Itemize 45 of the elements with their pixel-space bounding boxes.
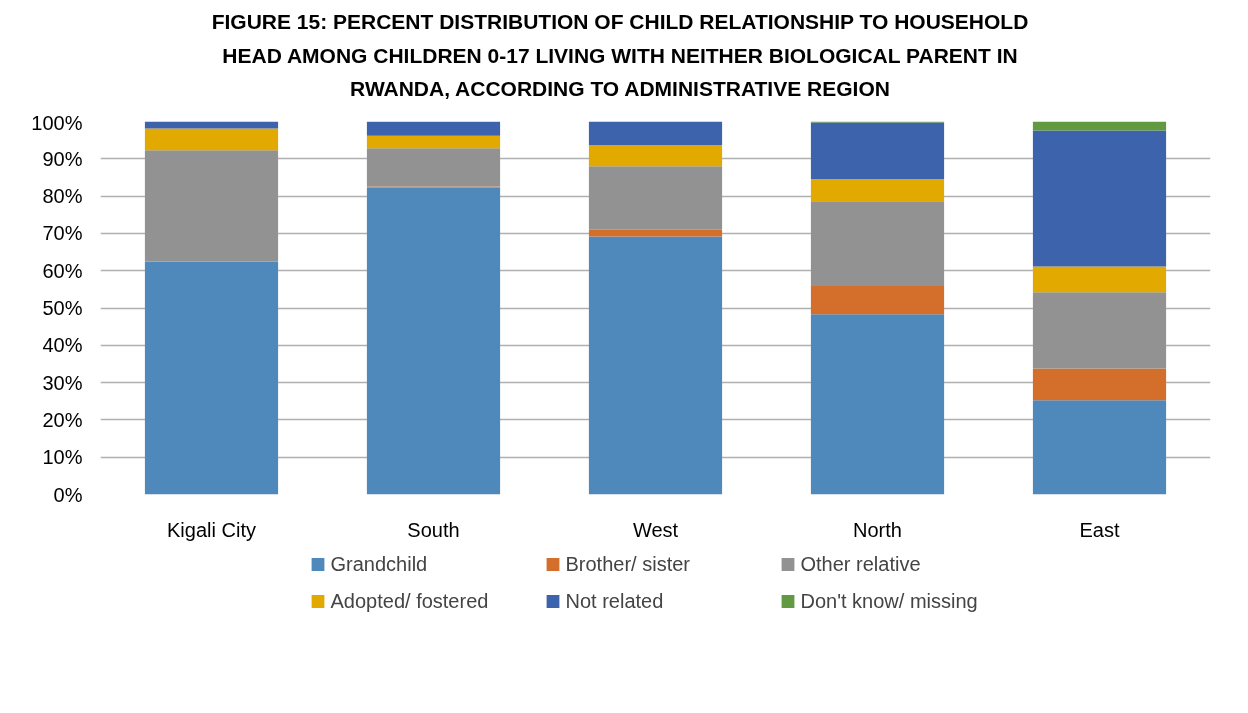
bar [810,201,945,286]
bar [144,128,279,150]
bar [588,121,723,146]
legend-label: Don't know/ missing [800,589,979,613]
bar [366,121,501,136]
bar [144,121,279,129]
legend-label: Adopted/ fostered [330,589,490,613]
bar [810,314,945,495]
bar [810,285,945,315]
y-tick-label: 70% [42,222,83,245]
y-tick-label: 90% [42,147,83,170]
y-tick-label: 10% [42,445,83,468]
y-tick-label: 40% [42,334,83,357]
y-tick-label: 60% [42,259,83,282]
y-tick-label: 50% [42,296,83,319]
bar [1032,130,1167,267]
bar [810,179,945,202]
bar [366,148,501,187]
x-tick-label: East [1079,518,1120,541]
y-tick-label: 80% [42,184,83,207]
bar [1032,292,1167,369]
chart-title: FIGURE 15: PERCENT DISTRIBUTION OF CHILD RELATIONSHIP TO HOUSEHOLD HEAD AMONG CHILDREN 0-17 LIVING WITH NEITHER BIOLOGICAL PARENT IN RWANDA, ACCORDING TO ADMINISTRATIVE REGION [211,9,1029,103]
bar [1032,368,1167,400]
x-tick-label: Kigali City [167,518,256,541]
bar [144,150,279,262]
x-tick-label: North [853,518,902,541]
bar [588,166,723,230]
y-tick-label: 20% [42,408,83,431]
bar [810,122,945,180]
bar [366,135,501,149]
bar [588,145,723,167]
y-tick-label: 100% [31,111,83,134]
bar [1032,266,1167,293]
x-tick-label: West [632,518,679,541]
bar [588,236,723,495]
y-tick-label: 30% [42,371,83,394]
bar [366,187,501,495]
legend-label: Not related [565,589,665,613]
legend-label: Grandchild [330,552,429,576]
y-tick-label: 0% [53,483,83,506]
bar [1032,399,1167,495]
legend-label: Other relative [800,552,922,576]
x-tick-label: South [407,518,460,541]
legend-label: Brother/ sister [565,552,691,576]
bar [144,261,279,495]
